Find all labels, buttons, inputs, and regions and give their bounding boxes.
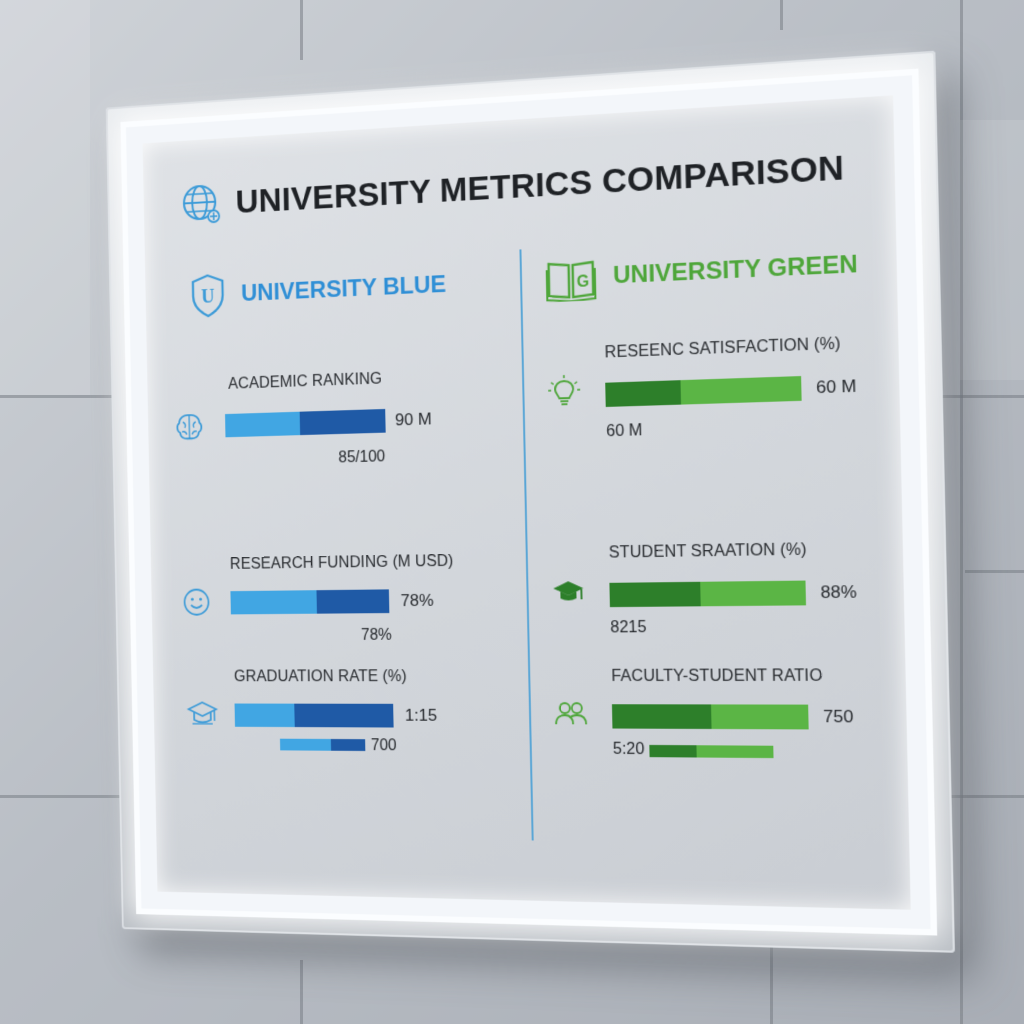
metric-label: STUDENT SRAATION (%) (609, 541, 807, 562)
bar-segment-secondary (331, 739, 365, 751)
graduation-cap-icon (186, 698, 218, 731)
metric-label: ACADEMIC RANKING (228, 371, 382, 394)
smiley-icon (181, 586, 213, 619)
metric-label: FACULTY-STUDENT RATIO (611, 667, 823, 686)
bar-segment-primary (609, 582, 701, 607)
bar-student-satisfaction (609, 581, 806, 608)
metric-value: 90 M (395, 409, 432, 430)
bar-segment-secondary (294, 704, 393, 728)
university-green-column: G UNIVERSITY GREEN RESEENC SATISFACTION … (542, 95, 911, 909)
metric-subvalue: 60 M (606, 422, 642, 441)
svg-text:U: U (201, 286, 215, 308)
metric-value: 88% (820, 582, 857, 603)
bar-segment-secondary (711, 704, 809, 729)
bar-faculty-secondary (649, 745, 773, 758)
book-icon: G (544, 254, 597, 303)
metric-subvalue: 78% (361, 627, 392, 645)
bar-segment-primary (225, 412, 300, 438)
mortarboard-icon (551, 575, 586, 610)
brain-icon (173, 410, 205, 444)
shield-icon: U (189, 272, 227, 320)
metric-subvalue: 5:20 (613, 741, 645, 759)
bar-segment-secondary (696, 745, 774, 758)
university-green-name: UNIVERSITY GREEN (613, 250, 858, 290)
bar-segment-primary (605, 380, 681, 407)
university-blue-header: U UNIVERSITY BLUE (189, 261, 447, 320)
metric-value: 1:15 (405, 706, 437, 726)
metric-label: RESEENC SATISFACTION (%) (604, 335, 840, 362)
bar-segment-primary (612, 704, 711, 729)
metric-subvalue: 700 (371, 737, 397, 755)
metric-subvalue: 85/100 (338, 448, 385, 467)
svg-text:G: G (577, 273, 590, 291)
bar-graduation-secondary (280, 739, 365, 751)
bar-segment-secondary (681, 376, 802, 405)
lightbulb-icon (547, 373, 582, 408)
bar-research-funding (230, 589, 389, 614)
bar-segment-primary (230, 590, 317, 614)
bar-segment-secondary (317, 589, 389, 613)
bar-faculty-student-ratio (612, 704, 809, 729)
university-green-header: G UNIVERSITY GREEN (544, 241, 858, 302)
metric-value: 750 (823, 707, 854, 728)
bar-segment-primary (235, 704, 295, 728)
university-blue-column: U UNIVERSITY BLUE ACADEMIC RANKING 90 M … (168, 120, 526, 901)
metric-label: RESEARCH FUNDING (M USD) (230, 553, 454, 574)
bar-segment-secondary (701, 581, 806, 607)
board-panel: UNIVERSITY METRICS COMPARISON U UNIVERSI… (143, 95, 911, 909)
bar-segment-primary (280, 739, 331, 751)
metric-label: GRADUATION RATE (%) (234, 668, 407, 686)
bar-graduation-rate (235, 704, 394, 728)
bar-segment-secondary (300, 409, 386, 435)
metric-value: 78% (400, 591, 433, 611)
bar-research-satisfaction (605, 376, 801, 407)
people-icon (554, 696, 589, 730)
bar-segment-primary (649, 745, 696, 758)
metric-value: 60 M (816, 376, 857, 398)
bar-academic-ranking (225, 409, 386, 437)
board-frame: UNIVERSITY METRICS COMPARISON U UNIVERSI… (106, 51, 955, 953)
display-board: UNIVERSITY METRICS COMPARISON U UNIVERSI… (60, 40, 960, 960)
metric-subvalue: 8215 (610, 619, 646, 637)
university-blue-name: UNIVERSITY BLUE (241, 271, 446, 308)
